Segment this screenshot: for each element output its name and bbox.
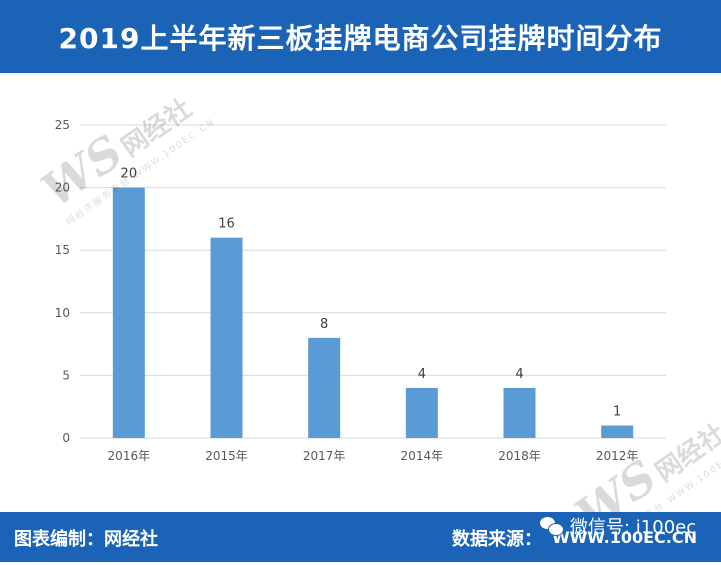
- x-tick-label: 2018年: [498, 449, 541, 463]
- y-tick-label: 10: [55, 306, 70, 320]
- chart-title: 2019上半年新三板挂牌电商公司挂牌时间分布: [58, 21, 663, 55]
- chart-area: 0 5 10 15 20 25 20 2016年 16 2015年 8 2017年 4 2014年 4 201…: [0, 73, 721, 553]
- chart-credit: 图表编制：网经社: [14, 529, 158, 550]
- data-label: 16: [218, 217, 235, 232]
- wechat-id: 微信号: i100ec: [540, 515, 697, 538]
- y-tick-label: 25: [55, 118, 70, 132]
- data-source-url: WWW.100EC.CN: [552, 528, 697, 547]
- data-label: 8: [320, 317, 328, 332]
- x-tick-label: 2012年: [596, 449, 639, 463]
- x-tick-label: 2017年: [303, 449, 346, 463]
- data-label: 4: [515, 367, 523, 382]
- watermark-top: WS网经社 网经济服务平台 WWW.100EC.CN: [32, 94, 217, 240]
- bar-chart: 0 5 10 15 20 25 20 2016年 16 2015年 8 2017年 4 2014年 4 201…: [55, 118, 666, 463]
- bar: [405, 387, 438, 438]
- y-tick-label: 0: [62, 431, 70, 445]
- data-source-label: 数据来源：: [452, 529, 542, 550]
- wechat-icon: [540, 517, 564, 536]
- bar: [601, 425, 634, 438]
- data-label: 20: [121, 167, 138, 182]
- y-tick-label: 15: [55, 243, 70, 257]
- y-tick-label: 5: [62, 368, 70, 382]
- bar: [503, 387, 536, 438]
- bar: [210, 237, 243, 438]
- data-label: 1: [613, 404, 621, 419]
- wechat-text: 微信号: i100ec: [570, 517, 697, 538]
- header-bar: 2019上半年新三板挂牌电商公司挂牌时间分布: [0, 0, 721, 73]
- bar: [112, 187, 145, 438]
- x-tick-label: 2016年: [108, 449, 151, 463]
- bar: [308, 337, 341, 438]
- x-tick-label: 2015年: [205, 449, 248, 463]
- y-tick-label: 20: [55, 181, 70, 195]
- footer-bar: 图表编制：网经社 数据来源： WWW.100EC.CN 微信号: i100ec: [0, 512, 721, 562]
- x-tick-label: 2014年: [401, 449, 444, 463]
- data-label: 4: [418, 367, 426, 382]
